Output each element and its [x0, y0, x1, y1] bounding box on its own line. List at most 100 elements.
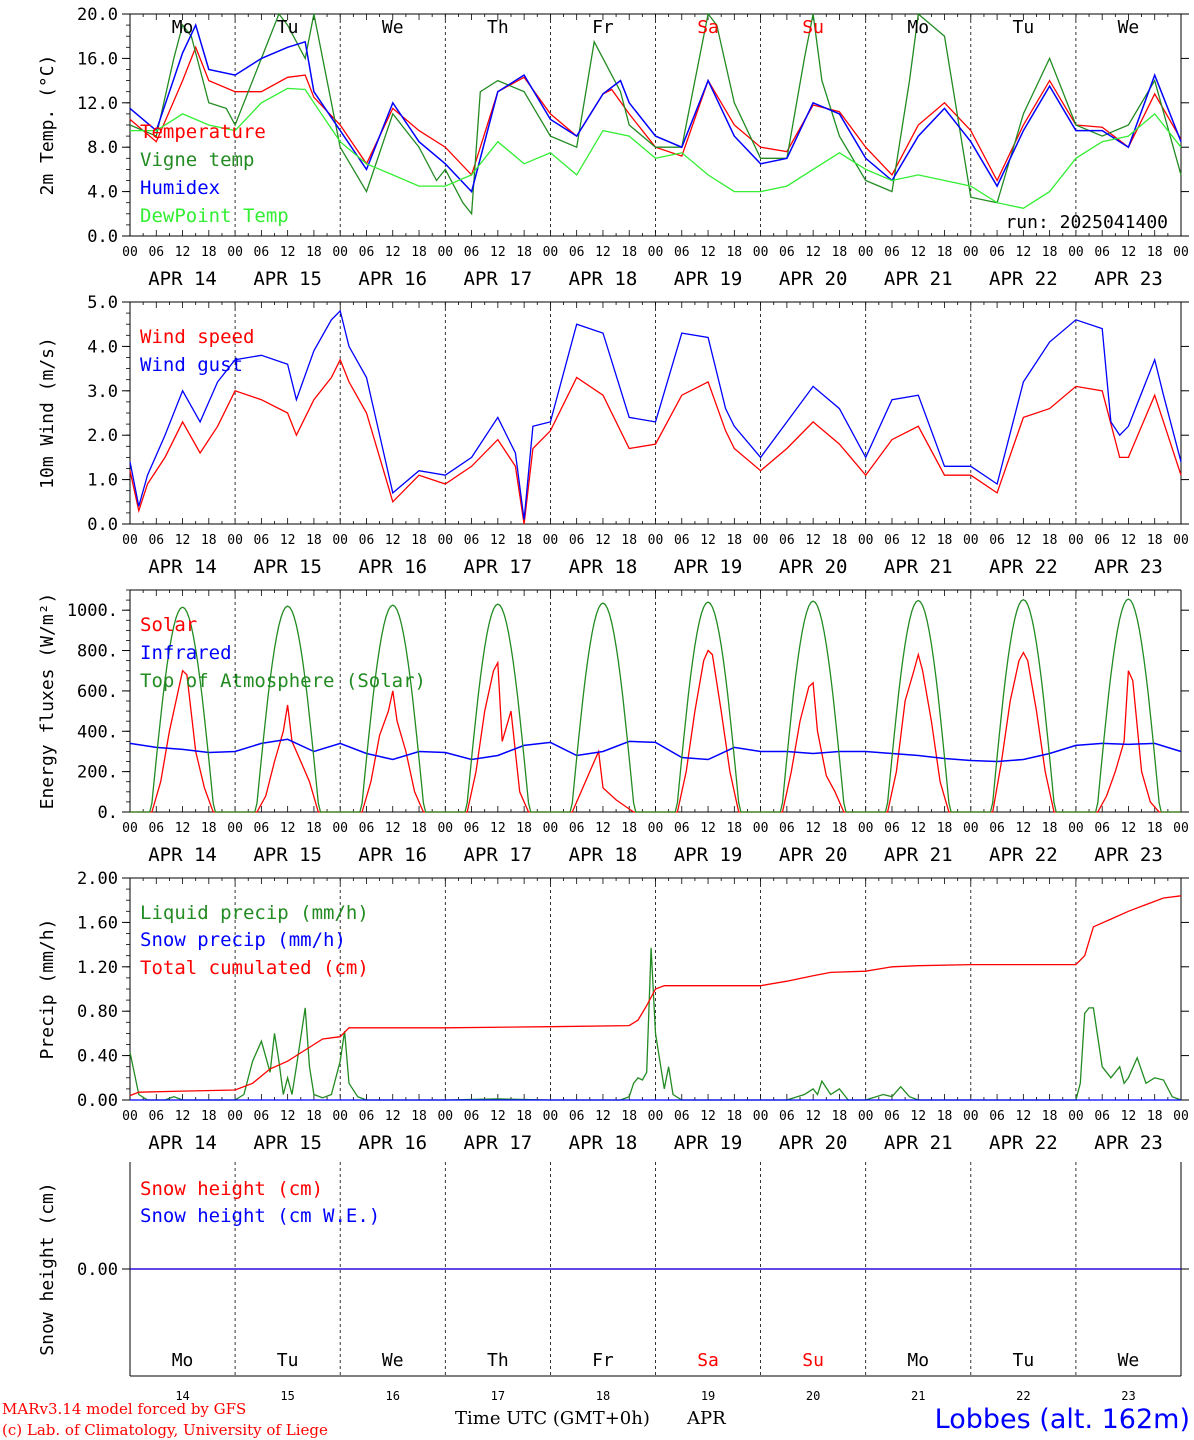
weekday-label: Mo [172, 17, 194, 38]
hour-label: 18 [516, 533, 532, 548]
hour-label: 12 [175, 821, 191, 836]
legend-entry: Snow height (cm) [140, 1178, 323, 1200]
hour-label: 12 [805, 533, 821, 548]
day-number: 22 [1016, 1389, 1030, 1403]
hour-label: 00 [122, 821, 138, 836]
weekday-label: Fr [592, 1350, 614, 1371]
hour-label: 18 [937, 821, 953, 836]
hour-label: 18 [411, 533, 427, 548]
y-tick-label: 0. [98, 803, 118, 823]
weekday-label: Th [487, 17, 509, 38]
hour-label: 18 [621, 1109, 637, 1124]
hour-label: 18 [621, 821, 637, 836]
hour-label: 12 [805, 821, 821, 836]
hour-label: 00 [437, 533, 453, 548]
hour-label: 12 [385, 245, 401, 260]
date-label: APR 16 [358, 556, 427, 578]
hour-label: 06 [674, 821, 690, 836]
panel-4: 0.00 0.40 0.80 1.20 1.60 2.00 Precip (mm/h) Liq… [37, 869, 1189, 1154]
hour-label: 00 [437, 245, 453, 260]
date-label: APR 16 [358, 1132, 427, 1154]
date-label: APR 18 [569, 1132, 638, 1154]
hour-label: 18 [411, 821, 427, 836]
panel-3: 0. 200. 400. 600. 800. 1000. Energy fluxes (W/… [37, 589, 1189, 866]
hour-label: 06 [254, 245, 270, 260]
hour-label: 18 [1147, 533, 1163, 548]
hour-label: 00 [858, 533, 874, 548]
hour-label: 06 [359, 1109, 375, 1124]
run-label: run: 2025041400 [1005, 212, 1168, 233]
hour-label: 12 [280, 821, 296, 836]
hour-label: 12 [910, 245, 926, 260]
hour-label: 06 [464, 1109, 480, 1124]
hour-label: 00 [332, 1109, 348, 1124]
legend-entry: Vigne temp [140, 149, 254, 171]
hour-label: 00 [753, 1109, 769, 1124]
hour-label: 12 [175, 533, 191, 548]
date-label: APR 22 [989, 556, 1058, 578]
legend-entry: Liquid precip (mm/h) [140, 902, 369, 924]
series-line [129, 947, 1182, 1101]
date-label: APR 22 [989, 844, 1058, 866]
day-number: 17 [491, 1389, 505, 1403]
hour-label: 00 [227, 821, 243, 836]
series-line [129, 895, 1182, 1097]
y-tick-label: 1000. [67, 601, 118, 621]
hour-label: 06 [569, 821, 585, 836]
hour-label: 00 [1068, 245, 1084, 260]
y-tick-label: 0.0 [87, 227, 118, 247]
date-label: APR 14 [148, 556, 217, 578]
y-tick-label: 1.20 [77, 958, 118, 978]
y-tick-label: 4.0 [87, 337, 118, 357]
hour-label: 12 [595, 533, 611, 548]
weekday-label: Fr [592, 17, 614, 38]
y-axis-title: 10m Wind (m/s) [37, 337, 58, 489]
weekday-label: Mo [907, 17, 929, 38]
hour-label: 18 [306, 245, 322, 260]
hour-label: 18 [201, 533, 217, 548]
legend-entry: Total cumulated (cm) [140, 957, 369, 979]
hour-label: 18 [726, 1109, 742, 1124]
weekday-label: Su [802, 17, 824, 38]
hour-label: 18 [411, 245, 427, 260]
y-tick-label: 1.0 [87, 471, 118, 491]
weekday-label: Tu [1013, 17, 1035, 38]
hour-label: 18 [516, 245, 532, 260]
hour-label: 18 [201, 245, 217, 260]
hour-label: 18 [832, 1109, 848, 1124]
hour-label: 12 [1121, 533, 1137, 548]
date-label: APR 16 [358, 268, 427, 290]
hour-label: 06 [779, 533, 795, 548]
hour-label: 18 [1042, 533, 1058, 548]
legend-entry: Wind gust [140, 354, 243, 376]
hour-label: 00 [648, 821, 664, 836]
legend-entry: Snow height (cm W.E.) [140, 1205, 380, 1227]
weekday-label: We [382, 1350, 404, 1371]
legend-entry: Infrared [140, 642, 232, 664]
x-axis-title: Time UTC (GMT+0h) [455, 1408, 650, 1429]
hour-label: 00 [858, 821, 874, 836]
legend-entry: Humidex [140, 177, 220, 199]
legend-entry: Solar [140, 614, 197, 636]
hour-label: 18 [621, 245, 637, 260]
date-label: APR 19 [674, 1132, 743, 1154]
hour-label: 00 [858, 1109, 874, 1124]
hour-label: 12 [1016, 245, 1032, 260]
station-title: Lobbes (alt. 162m) [935, 1404, 1190, 1435]
hour-label: 12 [1016, 1109, 1032, 1124]
hour-label: 06 [674, 533, 690, 548]
y-tick-label: 8.0 [87, 138, 118, 158]
y-tick-label: 800. [77, 642, 118, 662]
series-line [129, 309, 1182, 520]
hour-label: 00 [648, 1109, 664, 1124]
hour-label: 12 [280, 533, 296, 548]
legend-entry: DewPoint Temp [140, 205, 289, 227]
hour-label: 00 [1068, 533, 1084, 548]
weekday-label: We [1118, 1350, 1140, 1371]
hour-label: 18 [1042, 821, 1058, 836]
hour-label: 12 [910, 533, 926, 548]
day-number: 23 [1121, 1389, 1135, 1403]
y-tick-label: 2.0 [87, 426, 118, 446]
hour-label: 00 [753, 821, 769, 836]
hour-label: 00 [332, 821, 348, 836]
